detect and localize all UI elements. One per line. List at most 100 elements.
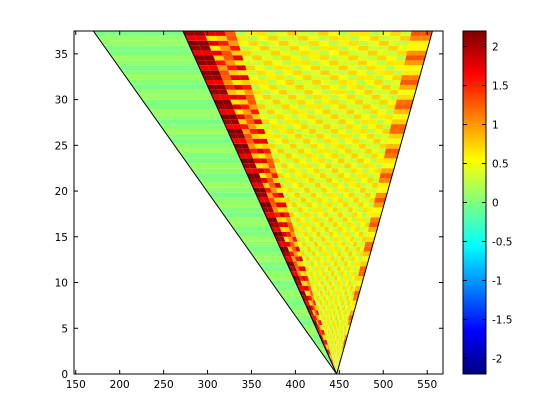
left-fan-cell <box>305 329 320 335</box>
main-fan-cell <box>347 280 352 286</box>
main-fan-cell <box>350 163 358 169</box>
main-fan-cell <box>354 99 364 105</box>
main-fan-cell <box>366 60 377 66</box>
main-fan-cell <box>324 231 330 237</box>
main-fan-cell <box>386 104 396 110</box>
main-fan-cell <box>287 207 294 213</box>
main-fan-cell <box>251 114 262 120</box>
main-fan-cell <box>318 251 324 257</box>
main-fan-cell <box>323 256 328 262</box>
main-fan-cell <box>336 329 339 335</box>
main-fan-cell <box>306 271 311 276</box>
main-fan-cell <box>370 212 377 218</box>
main-fan-cell <box>232 104 243 110</box>
main-fan-cell <box>235 89 246 95</box>
main-fan-cell <box>311 75 321 80</box>
main-fan-cell <box>288 192 296 198</box>
main-fan-cell <box>337 246 342 252</box>
main-fan-cell <box>357 153 365 159</box>
main-fan-cell <box>327 202 333 208</box>
main-fan-cell <box>308 295 313 301</box>
main-fan-cell <box>315 187 322 193</box>
main-fan-cell <box>284 153 293 159</box>
main-fan-cell <box>333 261 338 267</box>
main-fan-cell <box>337 227 343 232</box>
main-fan-cell <box>316 231 321 237</box>
main-fan-cell <box>341 227 347 232</box>
main-fan-cell <box>260 192 269 198</box>
main-fan-cell <box>321 94 331 100</box>
main-fan-cell <box>357 55 368 61</box>
main-fan-cell <box>274 109 284 115</box>
main-fan-cell <box>387 45 399 51</box>
main-fan-cell <box>337 344 339 350</box>
main-fan-cell <box>323 320 327 325</box>
main-fan-cell <box>346 266 351 272</box>
left-fan-cell <box>100 40 190 46</box>
main-fan-cell <box>362 251 368 257</box>
main-fan-cell <box>337 359 339 365</box>
main-fan-cell <box>352 266 357 272</box>
main-fan-cell <box>362 104 372 110</box>
main-fan-cell <box>293 192 301 198</box>
main-fan-cell <box>321 271 326 276</box>
main-fan-cell <box>282 65 293 71</box>
main-fan-cell <box>233 143 243 149</box>
main-fan-cell <box>343 325 346 330</box>
main-fan-cell <box>346 325 349 330</box>
main-fan-cell <box>303 280 308 286</box>
main-fan-cell <box>238 75 250 80</box>
main-fan-cell <box>287 133 296 139</box>
main-fan-cell <box>357 276 362 281</box>
main-fan-cell <box>398 84 409 90</box>
main-fan-cell <box>322 315 326 321</box>
main-fan-cell <box>396 129 406 134</box>
main-fan-cell <box>348 305 352 311</box>
main-fan-cell <box>342 334 345 340</box>
main-fan-cell <box>220 75 232 80</box>
main-fan-cell <box>369 31 381 36</box>
main-fan-cell <box>333 246 338 252</box>
main-fan-cell <box>386 55 397 61</box>
main-fan-cell <box>307 119 316 125</box>
main-fan-cell <box>380 138 389 144</box>
main-fan-cell <box>347 320 351 325</box>
main-fan-cell <box>251 55 263 61</box>
main-fan-cell <box>329 339 332 345</box>
main-fan-cell <box>309 133 317 139</box>
main-fan-cell <box>322 290 326 296</box>
main-fan-cell <box>361 178 368 183</box>
main-fan-cell <box>258 187 267 193</box>
main-fan-cell <box>304 290 309 296</box>
main-fan-cell <box>324 266 328 272</box>
main-fan-cell <box>342 339 345 345</box>
main-fan-cell <box>255 163 264 169</box>
main-fan-cell <box>328 280 332 286</box>
main-fan-cell <box>346 222 352 227</box>
main-fan-cell <box>306 114 316 120</box>
main-fan-cell <box>315 320 320 325</box>
main-fan-cell <box>331 138 339 144</box>
main-fan-cell <box>322 325 325 330</box>
main-fan-cell <box>312 84 322 90</box>
main-fan-cell <box>354 104 363 110</box>
left-fan-cell <box>142 99 216 105</box>
left-fan-cell <box>169 138 234 144</box>
main-fan-cell <box>373 173 381 178</box>
main-fan-cell <box>352 246 357 252</box>
main-fan-cell <box>286 89 297 95</box>
main-fan-cell <box>283 148 292 154</box>
main-fan-cell <box>396 50 408 56</box>
main-fan-cell <box>279 246 286 252</box>
main-fan-cell <box>303 231 309 237</box>
main-fan-cell <box>330 349 333 355</box>
main-fan-cell <box>335 364 337 370</box>
main-fan-cell <box>306 290 312 296</box>
main-fan-cell <box>301 256 307 262</box>
main-fan-cell <box>337 295 340 301</box>
main-fan-cell <box>396 94 407 100</box>
main-fan-cell <box>341 231 347 237</box>
colorbar-tick-label: 0.5 <box>492 159 509 171</box>
main-fan-cell <box>342 325 345 330</box>
main-fan-cell <box>207 40 220 46</box>
